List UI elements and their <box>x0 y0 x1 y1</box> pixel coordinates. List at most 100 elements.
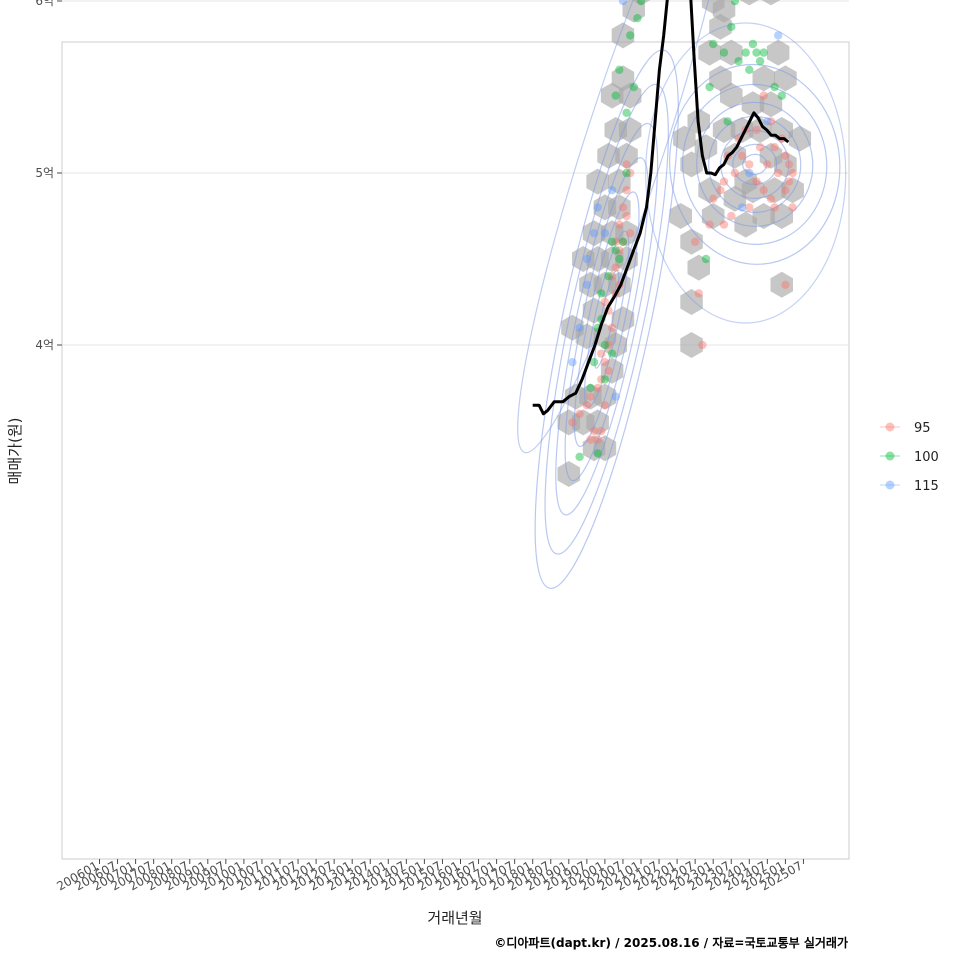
point-95 <box>694 289 703 298</box>
point-115 <box>593 203 602 212</box>
point-95 <box>737 151 747 160</box>
hexbin-cell <box>748 117 772 143</box>
legend-label: 115 <box>914 479 939 494</box>
density-contour <box>696 101 814 227</box>
point-95 <box>615 220 624 229</box>
hexbin-cell <box>600 82 624 109</box>
point-95 <box>586 392 595 401</box>
point-95 <box>604 340 613 350</box>
hexbin-cell <box>774 151 797 178</box>
point-95 <box>784 160 794 169</box>
y-tick-label: 6억 <box>35 0 54 8</box>
point-95 <box>597 375 606 384</box>
point-95 <box>615 246 624 255</box>
legend-label: 95 <box>914 421 931 436</box>
point-100 <box>741 48 750 57</box>
density-contour <box>668 63 841 265</box>
point-115 <box>618 0 628 6</box>
hexbin-cell <box>687 254 710 281</box>
point-115 <box>607 186 617 195</box>
point-100 <box>600 375 610 384</box>
density-contour <box>732 143 778 186</box>
point-115 <box>611 392 620 401</box>
point-95 <box>611 263 620 272</box>
point-95 <box>766 117 776 126</box>
hexbin-cell <box>631 0 651 6</box>
point-100 <box>759 48 768 57</box>
point-95 <box>604 366 613 375</box>
point-95 <box>774 168 783 178</box>
point-100 <box>719 48 729 57</box>
plot-panel <box>61 0 850 860</box>
point-95 <box>690 237 700 246</box>
hexbin-cell <box>618 117 642 143</box>
point-95 <box>597 349 606 358</box>
hexbin-cell <box>770 271 793 298</box>
point-115 <box>582 254 592 264</box>
point-95 <box>600 358 610 367</box>
hexbin-cell <box>761 0 781 6</box>
point-95 <box>759 91 768 100</box>
point-95 <box>568 418 577 427</box>
density-contour <box>573 191 640 448</box>
hexbin-cell <box>680 332 703 358</box>
x-axis: 2006012006072007012007072008012008072009… <box>54 858 805 893</box>
point-95 <box>607 323 617 332</box>
point-115 <box>745 168 754 178</box>
y-tick-label: 4억 <box>35 338 54 352</box>
point-100 <box>755 57 765 66</box>
point-115 <box>589 229 599 238</box>
point-100 <box>607 237 617 246</box>
legend-key-point <box>885 480 895 490</box>
point-100 <box>727 22 736 31</box>
point-95 <box>788 168 797 178</box>
density-contour <box>594 269 620 369</box>
hexbin-cell <box>781 177 804 204</box>
density-contour <box>682 83 828 245</box>
point-95 <box>586 435 595 444</box>
point-95 <box>766 194 776 203</box>
point-100 <box>752 48 761 57</box>
density-contour <box>544 83 669 555</box>
point-100 <box>615 65 624 75</box>
point-95 <box>781 186 790 195</box>
trend-line-layer <box>532 0 790 416</box>
point-100 <box>633 14 642 23</box>
point-95 <box>618 237 628 246</box>
hexbin-cell <box>586 168 609 195</box>
hexbin-cell <box>701 203 725 229</box>
point-100 <box>607 349 617 358</box>
hexbin-cell <box>723 185 747 212</box>
scatter-points <box>568 0 797 461</box>
point-95 <box>622 211 631 221</box>
point-100 <box>777 91 786 100</box>
hexbin-cell <box>673 125 696 152</box>
hexbin-cell <box>586 409 609 436</box>
point-95 <box>626 168 635 178</box>
point-95 <box>745 160 754 169</box>
point-100 <box>600 340 610 350</box>
point-95 <box>582 401 592 410</box>
hexbin-cell <box>774 65 797 92</box>
point-95 <box>745 203 754 212</box>
point-100 <box>636 0 646 6</box>
point-95 <box>719 177 729 186</box>
point-100 <box>604 272 613 281</box>
hexbin-cell <box>720 39 743 66</box>
point-95 <box>730 168 740 178</box>
point-100 <box>734 57 743 66</box>
point-100 <box>745 65 754 75</box>
point-100 <box>597 289 606 298</box>
point-95 <box>600 297 610 307</box>
point-100 <box>618 237 628 246</box>
point-95 <box>763 160 772 169</box>
point-100 <box>701 254 711 264</box>
point-95 <box>709 194 718 203</box>
hexbin-cell <box>739 0 759 6</box>
point-115 <box>774 31 783 40</box>
point-100 <box>622 108 631 118</box>
hexbin-cell <box>734 211 757 238</box>
plot-border <box>61 41 850 860</box>
point-95 <box>759 186 768 195</box>
point-100 <box>705 82 714 92</box>
